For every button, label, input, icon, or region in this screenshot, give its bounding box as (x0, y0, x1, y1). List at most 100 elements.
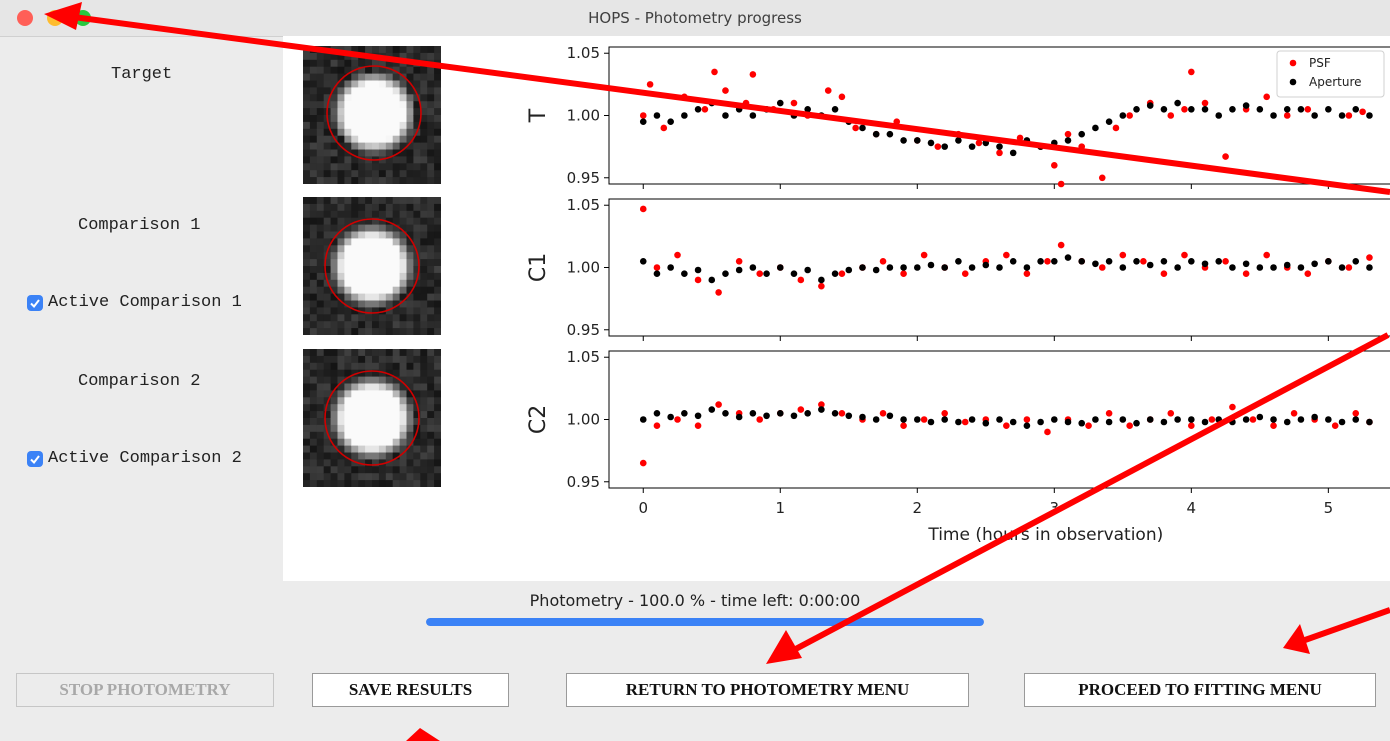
star-pixel (413, 224, 421, 233)
star-pixel (303, 259, 311, 267)
star-pixel (372, 466, 380, 474)
star-pixel (344, 383, 352, 391)
star-pixel (358, 355, 366, 364)
star-pixel (372, 418, 380, 426)
point-aperture (1242, 102, 1250, 109)
point-psf (1085, 422, 1092, 430)
star-pixel (365, 238, 373, 246)
star-pixel (378, 231, 387, 239)
star-pixel (337, 197, 345, 205)
star-pixel (378, 355, 387, 364)
point-aperture (927, 261, 935, 269)
star-pixel (420, 231, 428, 239)
star-pixel (434, 259, 441, 267)
point-aperture (1051, 257, 1058, 265)
point-aperture (1160, 418, 1168, 426)
point-psf (1304, 270, 1312, 278)
point-aperture (639, 118, 647, 126)
point-aperture (900, 137, 907, 144)
point-aperture (681, 409, 688, 417)
star-pixel (351, 424, 359, 433)
star-pixel (378, 362, 387, 371)
star-pixel (365, 279, 373, 288)
star-pixel (385, 300, 394, 308)
point-aperture (968, 264, 976, 271)
star-pixel (406, 376, 414, 385)
star-pixel (392, 231, 401, 239)
star-pixel (358, 411, 366, 419)
point-psf (735, 257, 743, 265)
star-pixel (399, 362, 408, 371)
point-aperture (1242, 260, 1250, 268)
star-pixel (316, 424, 325, 433)
star-pixel (413, 349, 421, 357)
point-psf (701, 105, 709, 113)
star-pixel (406, 466, 414, 474)
point-psf (996, 149, 1003, 157)
y-tick-label: 0.95 (567, 473, 600, 491)
star-pixel (365, 376, 373, 385)
star-pixel (399, 404, 408, 412)
star-pixel (309, 217, 318, 226)
star-pixel (372, 279, 380, 288)
active-comparison-2-checkbox[interactable]: Active Comparison 2 (27, 449, 242, 468)
star-pixel (323, 355, 332, 364)
star-pixel (303, 272, 311, 281)
star-pixel (413, 390, 421, 398)
star-pixel (420, 376, 428, 385)
star-pixel (406, 197, 414, 205)
star-pixel (303, 445, 311, 454)
star-pixel (392, 328, 401, 335)
star-pixel (392, 355, 401, 364)
point-psf (1304, 105, 1312, 113)
star-pixel (316, 259, 325, 267)
star-pixel (358, 210, 366, 219)
star-pixel (358, 245, 366, 253)
arrow-head (1283, 624, 1310, 654)
star-pixel (365, 252, 373, 260)
point-psf (770, 105, 777, 113)
star-pixel (337, 369, 345, 378)
star-pixel (351, 307, 359, 315)
point-aperture (1160, 105, 1168, 113)
star-pixel (323, 480, 332, 487)
star-pixel (427, 459, 435, 467)
star-pixel (406, 266, 414, 274)
star-pixel (309, 272, 318, 281)
point-aperture (776, 264, 784, 271)
star-pixel (316, 404, 325, 412)
star-pixel (420, 459, 428, 467)
star-pixel (378, 238, 387, 246)
close-window-button[interactable] (17, 10, 33, 26)
star-pixel (406, 328, 414, 335)
stop-photometry-button[interactable]: STOP PHOTOMETRY (16, 673, 274, 707)
point-psf (1140, 257, 1147, 265)
active-comparison-1-checkbox[interactable]: Active Comparison 1 (27, 293, 242, 312)
star-pixel (427, 397, 435, 405)
point-psf (818, 282, 825, 290)
star-pixel (413, 266, 421, 274)
point-aperture (735, 413, 743, 421)
y-tick-label: 1.00 (567, 259, 600, 277)
star-pixel (330, 266, 339, 274)
star-pixel (303, 376, 311, 385)
proceed-to-fitting-menu-button[interactable]: PROCEED TO FITTING MENU (1024, 673, 1376, 707)
star-pixel (351, 300, 359, 308)
star-pixel (358, 293, 366, 302)
point-aperture (968, 416, 976, 423)
star-pixel (399, 321, 408, 329)
star-pixel (337, 293, 345, 302)
star-pixel (413, 459, 421, 467)
return-to-photometry-menu-button[interactable]: RETURN TO PHOTOMETRY MENU (566, 673, 969, 707)
progress-bar-fill (426, 618, 984, 626)
point-psf (1366, 254, 1373, 261)
point-aperture (722, 270, 729, 278)
star-pixel (337, 383, 345, 391)
star-pixel (378, 259, 387, 267)
star-pixel (385, 452, 394, 460)
point-aperture (1119, 264, 1127, 271)
star-pixel (358, 438, 366, 447)
save-results-button[interactable]: SAVE RESULTS (312, 673, 509, 707)
point-psf (653, 264, 661, 271)
star-pixel (303, 321, 311, 329)
